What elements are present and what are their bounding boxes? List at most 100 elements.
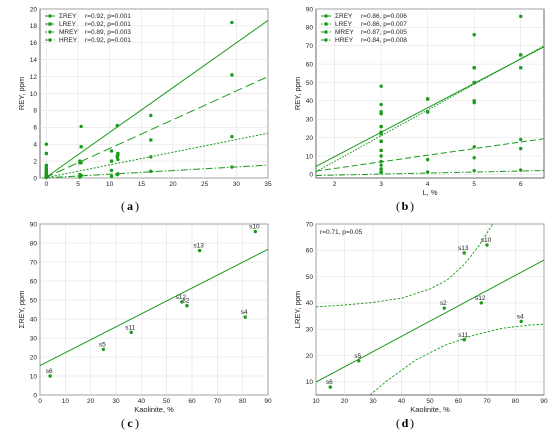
point-label: s5: [354, 353, 361, 360]
data-point: [149, 138, 153, 142]
x-tick-label: 4: [426, 181, 430, 188]
data-point: [519, 53, 523, 57]
grid-lines: [39, 223, 269, 396]
confidence-band-lower: [369, 323, 545, 396]
data-point: [79, 161, 83, 165]
x-tick-label: 3: [379, 181, 383, 188]
point-label: s13: [193, 243, 204, 250]
x-tick-label: 35: [264, 181, 272, 188]
x-tick-label: 40: [398, 398, 406, 405]
x-tick-label: 80: [512, 398, 520, 405]
data-point: [109, 174, 114, 179]
x-tick-label: 80: [239, 398, 247, 405]
data-point: [230, 20, 234, 25]
x-tick-label: 15: [138, 181, 146, 188]
data-point: [472, 66, 476, 70]
panel-label-letter: b: [402, 199, 409, 213]
data-point: [324, 22, 328, 26]
regression-line-ΣREY: [44, 19, 269, 179]
legend-series-stat: r=0.92, p=0.001: [85, 37, 131, 44]
data-point: [472, 156, 476, 160]
y-tick-label: 16: [30, 40, 38, 47]
legend-series-name: LREY: [59, 21, 77, 28]
data-point: [379, 139, 383, 143]
data-point: [379, 110, 383, 114]
data-point: [109, 168, 114, 173]
point-label: s12: [475, 295, 486, 302]
regression-line-LREY: [44, 76, 269, 179]
y-tick-label: 2: [33, 158, 37, 165]
y-tick-label: 20: [30, 6, 38, 13]
data-point: [472, 99, 476, 103]
data-point: [230, 165, 234, 169]
legend-series-stat: r=0.84, p=0.008: [361, 37, 407, 44]
data-point: [101, 347, 106, 352]
y-tick-label: 70: [306, 221, 314, 228]
x-tick-label: 50: [163, 398, 171, 405]
x-tick-label: 20: [169, 181, 177, 188]
regression-line-HREY: [315, 170, 545, 176]
x-tick-label: 5: [472, 181, 476, 188]
data-point: [243, 315, 247, 319]
data-point: [109, 149, 114, 153]
data-point: [324, 30, 328, 34]
data-point: [115, 123, 119, 128]
y-axis-label: REY, ppm: [293, 77, 302, 110]
panel-label-close-paren: ): [410, 416, 414, 430]
data-point: [79, 173, 83, 178]
x-axis-label: Kaolinite, %: [134, 405, 174, 414]
x-tick-label: 0: [38, 398, 42, 405]
x-tick-label: 10: [106, 181, 114, 188]
x-tick-label: 30: [369, 398, 377, 405]
y-tick-label: 40: [30, 316, 38, 323]
x-tick-label: 20: [87, 398, 95, 405]
y-tick-label: 80: [306, 25, 314, 32]
y-tick-label: 10: [306, 379, 314, 386]
data-point: [472, 80, 476, 85]
point-label: s6: [46, 368, 53, 375]
data-point: [485, 243, 489, 247]
plot-frame: [315, 8, 545, 179]
x-tick-label: 90: [540, 398, 548, 405]
legend-series-name: ΣREY: [335, 13, 353, 20]
x-axis-label: Kaolinite, %: [410, 405, 450, 414]
point-label: s2: [182, 298, 189, 305]
data-point: [379, 124, 383, 129]
x-tick-label: 70: [483, 398, 491, 405]
data-point: [79, 124, 83, 129]
y-tick-label: 10: [306, 153, 314, 160]
panel-label-close-paren: ): [135, 199, 139, 213]
data-point: [379, 148, 383, 153]
data-point: [79, 145, 83, 149]
panel-label-open-paren: (: [396, 199, 400, 213]
legend-series-stat: r=0.89, p=0.003: [85, 29, 131, 36]
x-tick-label: 70: [214, 398, 222, 405]
data-point: [180, 300, 184, 304]
legend-series-name: HREY: [59, 37, 78, 44]
data-point: [116, 157, 120, 162]
data-point: [472, 145, 476, 149]
y-tick-label: 30: [306, 327, 314, 334]
y-tick-label: 90: [306, 6, 314, 13]
data-point: [230, 73, 234, 77]
data-point: [116, 151, 120, 156]
x-tick-label: 25: [201, 181, 209, 188]
x-tick-label: 10: [62, 398, 70, 405]
y-tick-label: 60: [306, 61, 314, 68]
confidence-band-upper: [315, 223, 494, 308]
x-tick-label: 5: [76, 181, 80, 188]
tick-labels: 0 5 10 15 20 25 30 35 0 2 4 6 8 10 12 14 16 18 20: [30, 6, 272, 188]
y-tick-label: 0: [33, 175, 37, 182]
regression-line: [39, 248, 269, 366]
data-point: [185, 304, 189, 308]
panel-label-open-paren: (: [121, 199, 125, 213]
x-tick-label: 30: [233, 181, 241, 188]
legend-series-stat: r=0.86, p=0.007: [361, 21, 407, 28]
y-tick-label: 6: [33, 125, 37, 132]
data-point: [462, 338, 466, 342]
legend-series-stat: r=0.92, p=0.001: [85, 13, 131, 20]
legend-series-stat: r=0.87, p=0.005: [361, 29, 407, 36]
data-point: [357, 359, 361, 363]
